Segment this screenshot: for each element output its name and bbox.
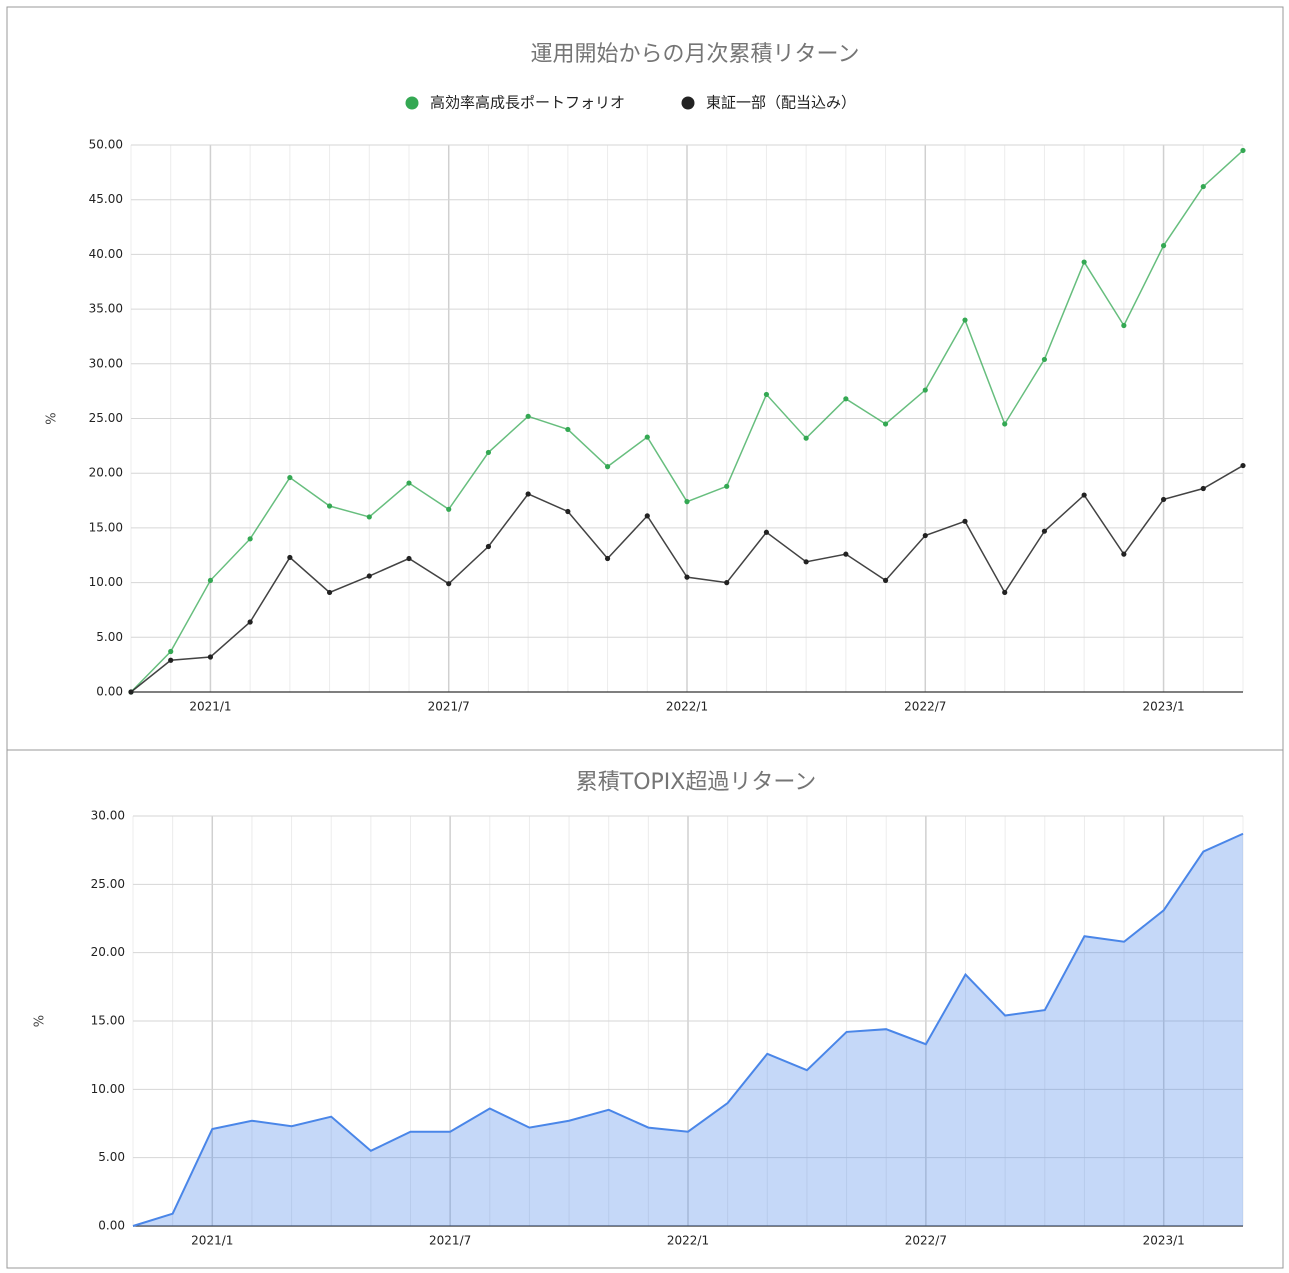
- data-point: [882, 577, 889, 584]
- y-tick-label: 30.00: [89, 356, 123, 370]
- y-tick-label: 10.00: [89, 575, 123, 589]
- y-tick-label: 45.00: [89, 192, 123, 206]
- data-point: [326, 503, 333, 509]
- data-point: [1200, 485, 1206, 492]
- y-tick-label: 30.00: [91, 809, 125, 823]
- data-point: [525, 491, 531, 497]
- data-point: [803, 435, 809, 441]
- chart-title: 運用開始からの月次累積リターン: [531, 42, 860, 67]
- legend-marker: [405, 96, 419, 110]
- x-tick-label: 2022/1: [667, 1234, 709, 1248]
- x-tick-label: 2022/1: [666, 700, 708, 714]
- data-point: [1041, 356, 1048, 363]
- data-point: [565, 508, 571, 515]
- data-point: [366, 514, 372, 520]
- data-point: [882, 421, 889, 427]
- data-point: [1002, 421, 1008, 427]
- data-point: [485, 449, 492, 456]
- data-point: [1200, 183, 1206, 190]
- legend-label: 東証一部（配当込み）: [706, 94, 856, 112]
- data-point: [1081, 492, 1087, 498]
- data-point: [1240, 147, 1246, 154]
- data-point: [525, 413, 531, 419]
- data-point: [1121, 551, 1127, 557]
- area-fill: [133, 833, 1243, 1226]
- area-line: [132, 832, 1244, 1227]
- data-point: [684, 574, 690, 580]
- legend-marker: [681, 96, 695, 110]
- data-point: [763, 529, 770, 535]
- y-tick-label: 40.00: [89, 247, 123, 261]
- y-tick-label: 15.00: [91, 1014, 125, 1028]
- data-point: [724, 580, 730, 586]
- y-tick-label: 25.00: [89, 411, 123, 425]
- data-point: [604, 464, 611, 470]
- data-point: [366, 573, 372, 579]
- x-tick-label: 2021/1: [189, 700, 231, 714]
- data-point: [684, 499, 690, 505]
- data-point: [1002, 589, 1008, 596]
- x-tick-label: 2023/1: [1142, 700, 1184, 714]
- y-tick-label: 20.00: [91, 945, 125, 959]
- data-point: [803, 559, 809, 565]
- data-point: [168, 648, 174, 655]
- x-tick-label: 2023/1: [1143, 1234, 1185, 1248]
- data-point: [962, 317, 968, 323]
- data-point: [207, 577, 214, 584]
- y-tick-label: 20.00: [89, 466, 123, 480]
- x-tick-label: 2022/7: [904, 700, 946, 714]
- data-point: [922, 532, 928, 539]
- data-point: [1240, 462, 1246, 469]
- y-tick-label: 25.00: [91, 877, 125, 891]
- y-tick-label: 5.00: [96, 630, 123, 644]
- y-tick-label: 50.00: [89, 138, 123, 152]
- legend-label: 高効率高成長ポートフォリオ: [430, 94, 625, 112]
- data-point: [406, 555, 412, 562]
- data-point: [1160, 496, 1167, 503]
- data-point: [287, 554, 293, 561]
- data-point: [644, 513, 650, 519]
- y-tick-label: 0.00: [96, 685, 123, 699]
- y-tick-label: 0.00: [98, 1219, 125, 1233]
- y-tick-label: 5.00: [98, 1150, 125, 1164]
- y-tick-label: 35.00: [89, 302, 123, 316]
- data-point: [922, 387, 928, 393]
- data-point: [644, 434, 650, 440]
- data-point: [128, 689, 134, 695]
- y-tick-label: 10.00: [91, 1082, 125, 1096]
- x-tick-label: 2021/7: [429, 1234, 471, 1248]
- data-point: [1121, 322, 1127, 329]
- data-point: [843, 551, 849, 557]
- y-tick-label: 15.00: [89, 520, 123, 534]
- data-point: [565, 426, 571, 433]
- data-point: [207, 654, 214, 660]
- x-tick-label: 2021/7: [428, 700, 470, 714]
- data-point: [168, 657, 174, 663]
- data-point: [247, 619, 253, 625]
- data-point: [446, 506, 452, 512]
- y-axis-title: %: [33, 1015, 48, 1027]
- data-point: [247, 536, 253, 542]
- data-point: [763, 391, 770, 398]
- chart-title: 累積TOPIX超過リターン: [576, 770, 816, 795]
- data-point: [326, 589, 333, 596]
- data-point: [485, 543, 492, 550]
- data-point: [1081, 259, 1087, 265]
- data-point: [287, 474, 293, 481]
- data-point: [724, 483, 730, 489]
- data-point: [406, 480, 412, 486]
- data-point: [1041, 528, 1048, 534]
- data-point: [604, 555, 611, 562]
- data-point: [1160, 243, 1167, 249]
- x-tick-label: 2021/1: [191, 1234, 233, 1248]
- data-point: [962, 518, 968, 524]
- y-axis-title: %: [45, 412, 60, 424]
- data-point: [843, 396, 849, 402]
- data-point: [446, 581, 452, 587]
- x-tick-label: 2022/7: [905, 1234, 947, 1248]
